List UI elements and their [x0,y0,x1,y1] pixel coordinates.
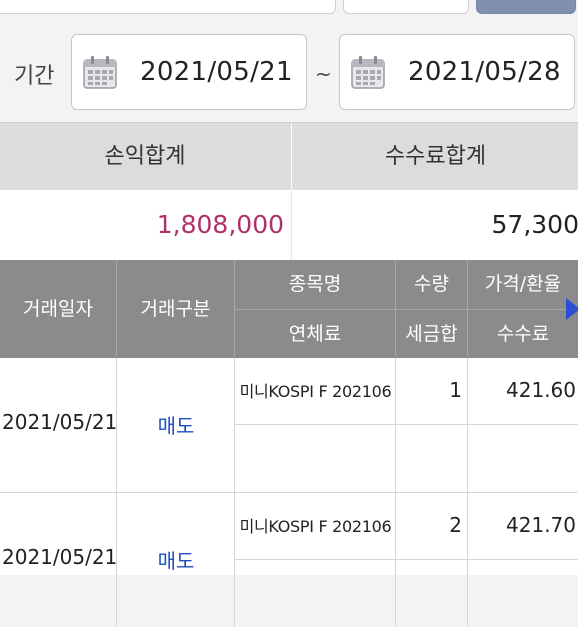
date-separator: ~ [315,62,332,86]
fee-total-label: 수수료합계 [291,123,578,191]
header-commission: 수수료 [468,309,578,358]
start-date-value: 2021/05/21 [140,57,293,87]
fee-total-value: 57,300 [291,190,578,260]
top-search-button[interactable] [476,0,576,14]
row-trade-date: 2021/05/21 [2,410,118,434]
pnl-total-label: 손익합계 [104,144,186,169]
header-tax-total: 세금합 [396,309,468,358]
row-trade-date: 2021/05/21 [2,545,118,569]
row-price: 421.60 [506,378,576,402]
end-date-field[interactable]: 2021/05/28 [339,34,575,110]
row-item-name: 미니KOSPI F 202106 [239,517,392,536]
header-overdue-fee: 연체료 [235,309,396,358]
header-price-rate: 가격/환율 [484,273,562,295]
calendar-icon [351,56,385,89]
period-label: 기간 [14,64,55,89]
row-quantity: 1 [449,378,462,402]
calendar-icon [83,56,117,89]
summary-header: 손익합계 수수료합계 [0,122,578,191]
top-controls [0,0,578,24]
table-body: 2021/05/21 매도 미니KOSPI F 202106 1 421.60 … [0,358,578,627]
period-row: 기간 2021/05/21 ~ 2021 [0,24,578,122]
header-item-name: 종목명 [235,260,396,309]
table-row[interactable]: 2021/05/21 매도 미니KOSPI F 202106 1 421.60 [0,358,578,492]
header-trade-type: 거래구분 [117,260,235,358]
header-trade-date: 거래일자 [0,260,117,358]
row-trade-type: 매도 [157,414,195,438]
row-trade-type: 매도 [157,549,195,573]
end-date-value: 2021/05/28 [408,57,561,87]
table-header: 거래일자 거래구분 종목명 연체료 수량 세금합 가격/환율 수수료 [0,260,578,358]
start-date-field[interactable]: 2021/05/21 [71,34,307,110]
scroll-right-arrow-icon[interactable] [566,298,578,320]
pnl-total-value: 1,808,000 [156,210,284,239]
row-quantity: 2 [449,513,462,537]
row-item-name: 미니KOSPI F 202106 [239,382,392,401]
top-select-box[interactable] [0,0,336,14]
top-input-box[interactable] [343,0,469,14]
header-quantity: 수량 [396,260,468,309]
summary-values: 1,808,000 57,300 [0,190,578,260]
row-price: 421.70 [506,513,576,537]
table-row[interactable]: 2021/05/21 매도 미니KOSPI F 202106 2 421.70 [0,492,578,627]
